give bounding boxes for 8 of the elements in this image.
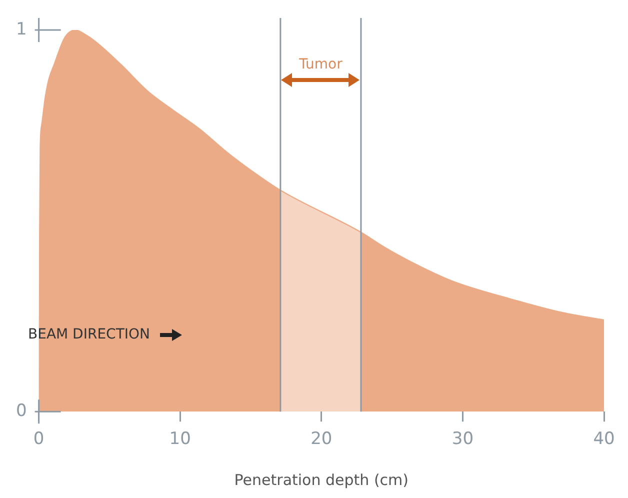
x-tick-label: 40 — [593, 429, 615, 450]
x-tick-label: 10 — [169, 429, 191, 450]
annotation: Tumor — [298, 56, 343, 73]
x-tick-label: 0 — [33, 429, 44, 450]
x-tick-label: 20 — [310, 429, 332, 450]
x-tick-label: 30 — [452, 429, 474, 450]
x-axis-title: Penetration depth (cm) — [234, 470, 409, 489]
y-tick-label: 1 — [16, 19, 27, 40]
